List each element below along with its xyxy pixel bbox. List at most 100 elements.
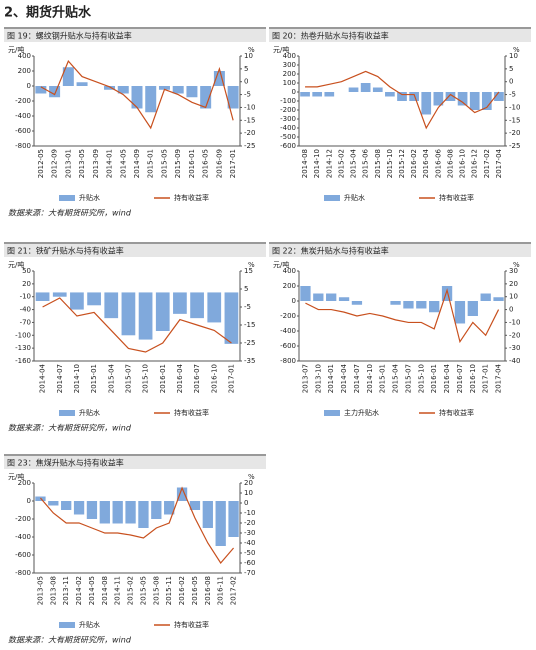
bar <box>202 501 213 528</box>
y-tick-label: -400 <box>280 124 296 132</box>
bar <box>416 301 427 309</box>
y2-tick-label: 0 <box>509 78 513 86</box>
x-tick-label: 2017-04 <box>495 363 503 393</box>
bar <box>70 292 84 310</box>
y-tick-label: 0 <box>292 297 296 305</box>
bar <box>155 292 170 331</box>
legend-swatch <box>59 622 75 628</box>
bar <box>457 92 468 106</box>
y-tick-label: -200 <box>280 106 296 114</box>
x-tick-label: 2016-05 <box>191 576 199 605</box>
x-tick-label: 2016-10 <box>210 364 218 393</box>
line-series <box>39 486 235 565</box>
bar <box>421 92 432 115</box>
y2-tick-label: 0 <box>509 306 513 314</box>
y2-tick-label: -70 <box>244 569 255 577</box>
legend-label: 主力升贴水 <box>344 408 379 417</box>
y2-tick-label: 10 <box>244 52 253 60</box>
x-tick-label: 2016-10 <box>459 149 467 178</box>
legend-label: 持有收益率 <box>439 193 474 202</box>
bar <box>429 301 440 313</box>
bar <box>403 301 414 309</box>
x-tick-label: 2017-02 <box>483 149 491 178</box>
bar <box>176 487 188 501</box>
bar <box>104 86 116 90</box>
bar <box>48 501 59 506</box>
y2-tick-label: -40 <box>509 357 520 365</box>
y-axis-unit: 元/吨 <box>8 260 24 269</box>
bar <box>313 293 324 301</box>
bar <box>385 92 395 97</box>
x-tick-label: 2014-08 <box>101 576 109 605</box>
chart-title: 图 21：铁矿升贴水与持有收益率 <box>7 246 124 256</box>
bar <box>35 86 47 94</box>
x-tick-label: 2012-05 <box>37 149 45 178</box>
y-tick-label: 200 <box>283 282 296 290</box>
line-series <box>305 288 500 344</box>
x-tick-label: 2016-02 <box>178 576 186 605</box>
bar <box>138 501 149 528</box>
y2-tick-label: -40 <box>244 539 255 547</box>
y-tick-label: -100 <box>15 331 31 339</box>
bar <box>158 86 170 90</box>
x-tick-label: 2013-11 <box>62 576 70 605</box>
legend-swatch <box>59 195 75 201</box>
y-tick-label: -10 <box>20 293 31 301</box>
bar <box>200 86 212 109</box>
y-tick-label: 0 <box>292 88 296 96</box>
y2-tick-label: -25 <box>509 142 520 150</box>
x-tick-label: 2013-07 <box>301 364 309 393</box>
bar <box>397 92 407 101</box>
y2-tick-label: -15 <box>244 116 255 124</box>
x-tick-label: 2014-10 <box>73 364 81 393</box>
y-tick-label: 0 <box>27 497 31 505</box>
x-tick-label: 2013-05 <box>36 576 44 605</box>
legend-label: 升贴水 <box>79 408 100 417</box>
x-tick-label: 2015-11 <box>165 576 173 605</box>
title-bg <box>4 29 266 42</box>
title-bg <box>269 29 531 42</box>
y2-tick-label: -25 <box>244 339 255 347</box>
chart-title: 图 20：热卷升贴水与持有收益率 <box>272 31 389 41</box>
y-tick-label: -800 <box>280 357 296 365</box>
y-tick-label: 400 <box>283 52 296 60</box>
x-tick-label: 2014-07 <box>353 364 361 393</box>
x-tick-label: 2015-01 <box>90 364 98 393</box>
y-tick-label: -130 <box>15 344 31 352</box>
x-tick-label: 2016-12 <box>471 149 479 178</box>
bar <box>76 82 88 86</box>
bar <box>62 67 74 86</box>
y2-tick-label: 5 <box>509 65 513 73</box>
y2-tick-label: 10 <box>509 293 518 301</box>
bar <box>213 71 225 86</box>
source-note: 数据来源：大有期货研究所，wind <box>8 424 132 433</box>
x-tick-label: 2016-04 <box>422 148 430 178</box>
y-axis-unit: 元/吨 <box>273 260 289 269</box>
y2-tick-label: 30 <box>509 267 518 275</box>
y2-axis-unit: % <box>513 46 520 54</box>
x-tick-label: 2017-01 <box>229 149 237 178</box>
x-tick-label: 2015-06 <box>362 148 370 178</box>
x-tick-label: 2015-12 <box>398 149 406 178</box>
y-tick-label: -400 <box>280 327 296 335</box>
x-tick-label: 2012-09 <box>51 149 59 178</box>
legend-swatch <box>324 195 340 201</box>
x-tick-label: 2015-05 <box>139 576 147 605</box>
bar <box>207 292 222 323</box>
x-tick-label: 2017-04 <box>495 148 503 178</box>
x-tick-label: 2016-08 <box>204 576 212 605</box>
y-tick-label: -160 <box>15 357 31 365</box>
legend-swatch <box>59 410 75 416</box>
bar <box>481 92 492 110</box>
y-tick-label: 100 <box>283 79 296 87</box>
bar <box>145 86 157 113</box>
bar <box>351 301 363 305</box>
x-tick-label: 2014-12 <box>325 149 333 178</box>
x-tick-label: 2015-02 <box>337 149 345 178</box>
bar <box>87 292 101 306</box>
y-tick-label: -200 <box>15 515 31 523</box>
y2-tick-label: 5 <box>244 65 248 73</box>
bar <box>173 292 187 314</box>
bar <box>338 297 350 301</box>
bar <box>104 292 119 319</box>
